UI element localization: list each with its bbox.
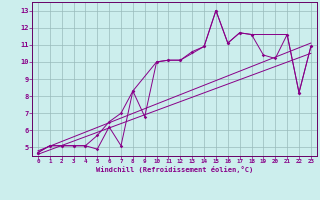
X-axis label: Windchill (Refroidissement éolien,°C): Windchill (Refroidissement éolien,°C): [96, 166, 253, 173]
